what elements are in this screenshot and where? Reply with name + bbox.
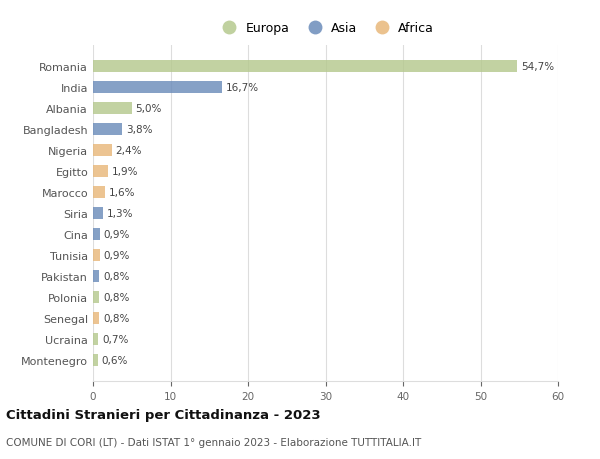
Bar — [93, 61, 517, 73]
Bar — [93, 82, 223, 94]
Text: COMUNE DI CORI (LT) - Dati ISTAT 1° gennaio 2023 - Elaborazione TUTTITALIA.IT: COMUNE DI CORI (LT) - Dati ISTAT 1° genn… — [6, 437, 421, 447]
Text: 1,6%: 1,6% — [109, 188, 136, 197]
Bar — [93, 103, 132, 114]
Text: 16,7%: 16,7% — [226, 83, 259, 93]
Text: 2,4%: 2,4% — [115, 146, 142, 156]
Text: 0,6%: 0,6% — [101, 355, 128, 365]
Text: 0,9%: 0,9% — [104, 250, 130, 260]
Bar — [93, 124, 122, 135]
Bar — [93, 229, 100, 240]
Text: 0,8%: 0,8% — [103, 313, 130, 323]
Text: 1,9%: 1,9% — [112, 167, 138, 177]
Legend: Europa, Asia, Africa: Europa, Asia, Africa — [213, 19, 438, 39]
Bar — [93, 291, 99, 303]
Text: 0,8%: 0,8% — [103, 271, 130, 281]
Bar — [93, 270, 99, 282]
Bar — [93, 354, 98, 366]
Bar — [93, 313, 99, 324]
Text: 1,3%: 1,3% — [107, 208, 133, 218]
Text: 3,8%: 3,8% — [127, 125, 153, 134]
Text: 0,7%: 0,7% — [102, 334, 128, 344]
Bar — [93, 145, 112, 157]
Bar — [93, 250, 100, 261]
Text: Cittadini Stranieri per Cittadinanza - 2023: Cittadini Stranieri per Cittadinanza - 2… — [6, 408, 320, 421]
Bar — [93, 207, 103, 219]
Bar — [93, 166, 108, 177]
Text: 54,7%: 54,7% — [521, 62, 554, 72]
Bar — [93, 333, 98, 345]
Text: 0,8%: 0,8% — [103, 292, 130, 302]
Text: 5,0%: 5,0% — [136, 104, 162, 114]
Bar — [93, 187, 106, 198]
Text: 0,9%: 0,9% — [104, 230, 130, 239]
